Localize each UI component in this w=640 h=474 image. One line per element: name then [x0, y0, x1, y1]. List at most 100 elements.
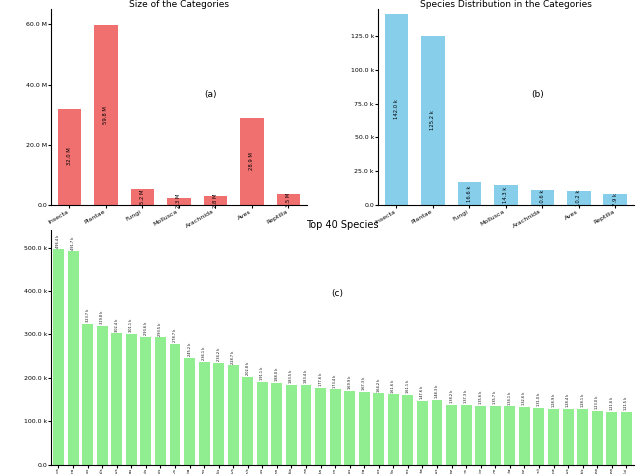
Bar: [592, 411, 603, 465]
Bar: [97, 326, 108, 465]
Text: 161.1 k: 161.1 k: [406, 380, 410, 393]
Text: 121.6 k: 121.6 k: [610, 397, 614, 410]
Bar: [58, 109, 81, 205]
Bar: [476, 406, 486, 465]
Text: 491.7 k: 491.7 k: [71, 236, 75, 250]
Bar: [606, 412, 617, 465]
Text: 121.5 k: 121.5 k: [624, 397, 628, 410]
Text: 319.8 k: 319.8 k: [100, 311, 104, 324]
Text: 496.4 k: 496.4 k: [56, 234, 61, 247]
Text: 293.6 k: 293.6 k: [144, 322, 148, 336]
Text: 301.1 k: 301.1 k: [129, 319, 133, 332]
Text: 167.3 k: 167.3 k: [362, 377, 366, 390]
Text: 142.0 k: 142.0 k: [394, 99, 399, 119]
Bar: [276, 194, 300, 205]
Bar: [301, 385, 312, 465]
Text: 161.6 k: 161.6 k: [391, 379, 396, 393]
Bar: [315, 388, 326, 465]
Text: 173.4 k: 173.4 k: [333, 374, 337, 388]
Text: 2.3 M: 2.3 M: [177, 194, 181, 209]
Text: 123.0 k: 123.0 k: [595, 396, 599, 410]
Text: 278.7 k: 278.7 k: [173, 328, 177, 342]
Text: 10.2 k: 10.2 k: [577, 190, 581, 206]
Text: 164.2 k: 164.2 k: [377, 378, 381, 392]
Bar: [271, 383, 282, 465]
Text: 135.6 k: 135.6 k: [479, 391, 483, 404]
Text: 183.5 k: 183.5 k: [289, 370, 293, 383]
Bar: [504, 406, 515, 465]
Bar: [421, 36, 445, 205]
Bar: [198, 362, 209, 465]
Bar: [359, 392, 370, 465]
Text: 7.9 k: 7.9 k: [613, 193, 618, 206]
Text: 132.6 k: 132.6 k: [522, 392, 526, 405]
Text: 3.5 M: 3.5 M: [286, 192, 291, 207]
Bar: [228, 365, 239, 465]
Bar: [494, 185, 518, 205]
Text: 147.6 k: 147.6 k: [420, 385, 424, 399]
Text: 169.9 k: 169.9 k: [348, 376, 352, 389]
Text: (a): (a): [204, 90, 217, 99]
Bar: [417, 401, 428, 465]
Text: 128.1 k: 128.1 k: [580, 394, 584, 407]
Text: 138.2 k: 138.2 k: [449, 390, 454, 403]
Bar: [111, 333, 122, 465]
Bar: [213, 363, 224, 465]
Text: 302.4 k: 302.4 k: [115, 318, 119, 332]
Bar: [577, 409, 588, 465]
Bar: [170, 344, 180, 465]
Bar: [257, 382, 268, 465]
Text: 125.2 k: 125.2 k: [430, 110, 435, 130]
Bar: [184, 358, 195, 465]
Bar: [567, 191, 591, 205]
Text: 191.1 k: 191.1 k: [260, 366, 264, 380]
Bar: [431, 400, 442, 465]
Bar: [534, 408, 545, 465]
Bar: [126, 334, 137, 465]
Text: 59.8 M: 59.8 M: [104, 106, 108, 124]
Text: 16.6 k: 16.6 k: [467, 185, 472, 202]
Text: (b): (b): [531, 90, 544, 99]
Bar: [519, 407, 530, 465]
Text: 236.1 k: 236.1 k: [202, 347, 206, 360]
Text: (c): (c): [331, 289, 343, 298]
Text: 128.4 k: 128.4 k: [566, 394, 570, 407]
Text: 245.2 k: 245.2 k: [188, 343, 191, 356]
Bar: [490, 406, 500, 465]
Text: 323.7 k: 323.7 k: [86, 309, 90, 322]
Text: 10.6 k: 10.6 k: [540, 189, 545, 206]
Bar: [388, 394, 399, 465]
Bar: [204, 196, 227, 205]
Text: 228.7 k: 228.7 k: [231, 350, 236, 364]
Bar: [131, 189, 154, 205]
Bar: [548, 409, 559, 465]
Text: 148.3 k: 148.3 k: [435, 385, 439, 399]
Text: 177.6 k: 177.6 k: [319, 373, 323, 386]
Bar: [604, 194, 627, 205]
Bar: [82, 324, 93, 465]
Text: 202.8 k: 202.8 k: [246, 362, 250, 375]
Bar: [94, 25, 118, 205]
Bar: [621, 412, 632, 465]
Bar: [563, 409, 573, 465]
Bar: [385, 14, 408, 205]
Text: 135.7 k: 135.7 k: [493, 391, 497, 404]
Bar: [531, 191, 554, 205]
Bar: [458, 182, 481, 205]
Text: 134.1 k: 134.1 k: [508, 391, 512, 405]
Title: Species Distribution in the Categories: Species Distribution in the Categories: [420, 0, 592, 9]
Bar: [155, 337, 166, 465]
Bar: [240, 118, 264, 205]
Bar: [68, 251, 79, 465]
Text: 128.9 k: 128.9 k: [552, 393, 556, 407]
Text: 188.0 k: 188.0 k: [275, 368, 279, 381]
Text: 183.4 k: 183.4 k: [304, 370, 308, 383]
Text: 137.3 k: 137.3 k: [464, 390, 468, 403]
Bar: [53, 249, 64, 465]
Text: 293.5 k: 293.5 k: [158, 322, 163, 336]
Bar: [461, 405, 472, 465]
Title: Size of the Categories: Size of the Categories: [129, 0, 229, 9]
Bar: [373, 393, 384, 465]
Bar: [243, 376, 253, 465]
Bar: [167, 198, 191, 205]
